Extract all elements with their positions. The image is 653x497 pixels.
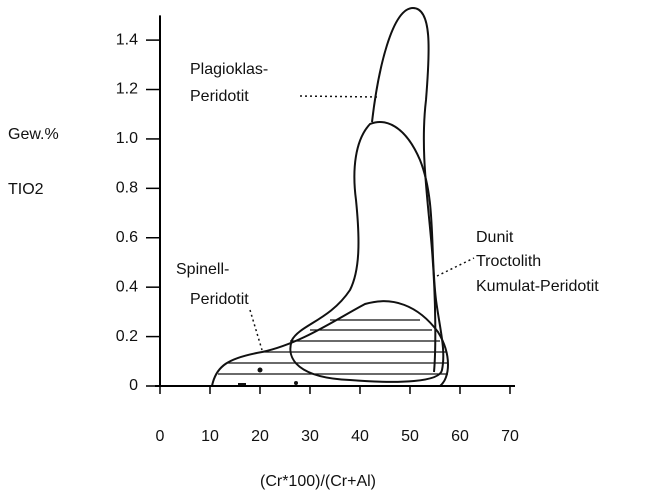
annotation: Plagioklas-: [190, 61, 268, 78]
x-tick-label: 30: [301, 428, 319, 445]
x-tick-label: 70: [501, 428, 519, 445]
x-tick-label: 40: [351, 428, 369, 445]
dunit-field: [289, 121, 445, 383]
dot: [294, 381, 298, 385]
fields: [211, 6, 475, 387]
y-axis-label: Gew.%: [8, 126, 59, 143]
hatching: [218, 319, 448, 375]
x-tick-label: 50: [401, 428, 419, 445]
x-tick-label: 0: [156, 428, 165, 445]
annotation: Peridotit: [190, 291, 249, 308]
y-tick-label: 0.8: [116, 180, 138, 197]
x-tick-label: 20: [251, 428, 269, 445]
y-tick-label: 0.6: [116, 229, 138, 246]
y-tick-label: 1.0: [116, 130, 138, 147]
y-tick-label: 1.2: [116, 81, 138, 98]
leader-line: [436, 257, 475, 277]
y-tick-label: 0.4: [116, 278, 138, 295]
x-tick-label: 60: [451, 428, 469, 445]
spinell-field: [211, 300, 449, 387]
annotation: Spinell-: [176, 261, 229, 278]
x-tick-label: 10: [201, 428, 219, 445]
dot: [238, 383, 246, 386]
annotation: Kumulat-Peridotit: [476, 278, 599, 295]
annotation: Peridotit: [190, 88, 249, 105]
y-axis-label: TIO2: [8, 181, 44, 198]
x-axis-label: (Cr*100)/(Cr+Al): [260, 473, 376, 490]
y-tick-label: 1.4: [116, 31, 138, 48]
leader-line: [299, 95, 379, 98]
y-tick-label: 0: [129, 377, 138, 394]
y-tick-label: 0.2: [116, 328, 138, 345]
dot: [257, 367, 263, 373]
leader-line: [249, 309, 263, 351]
annotation: Dunit: [476, 229, 514, 246]
annotation: Troctolith: [476, 253, 541, 270]
